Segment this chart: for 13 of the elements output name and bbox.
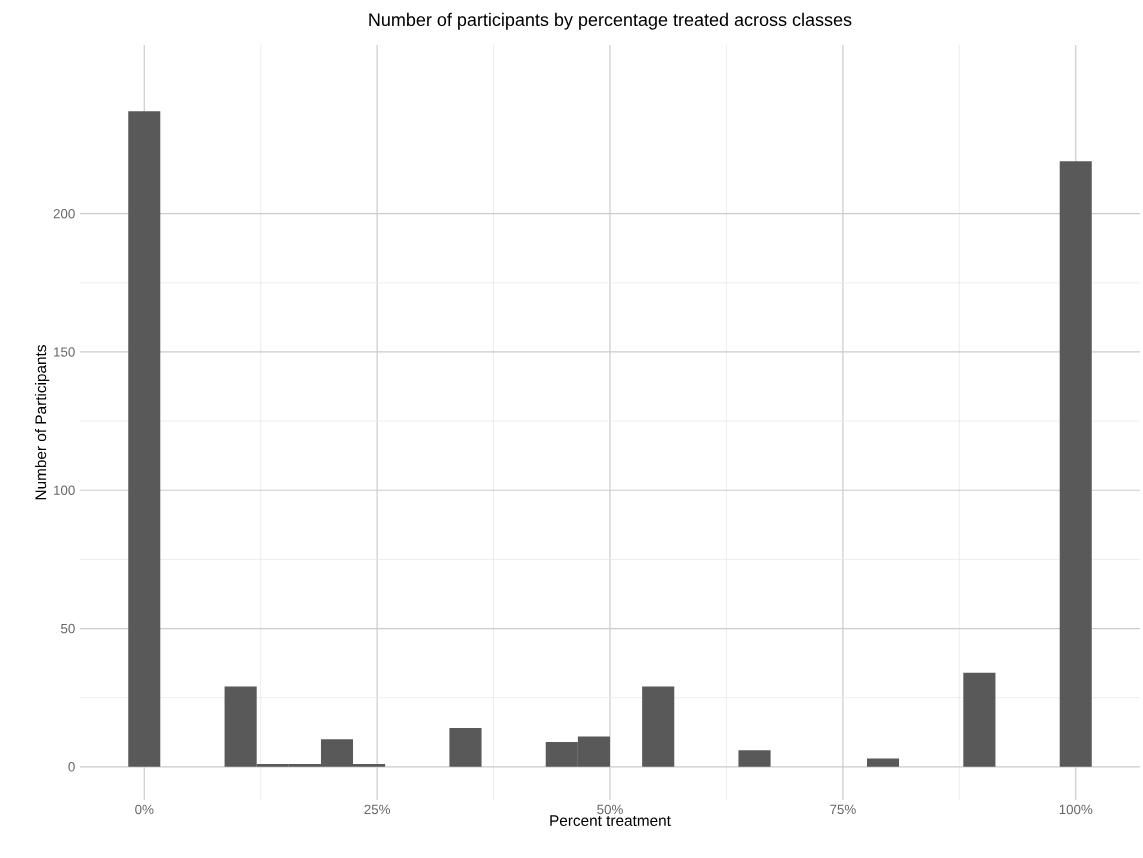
y-tick-label: 150 [54, 347, 75, 357]
x-tick-label: 100% [1059, 804, 1093, 815]
y-axis-title: Number of Participants [34, 345, 50, 500]
y-tick-label: 50 [61, 623, 75, 634]
y-tick-label: 100 [54, 485, 75, 495]
x-tick-label: 75% [830, 804, 856, 815]
x-tick-label: 0% [135, 804, 154, 815]
x-tick-label: 25% [364, 804, 391, 815]
y-tick-label: 200 [53, 208, 75, 219]
y-tick-label: 0 [68, 762, 75, 772]
chart-title: Number of participants by percentage treated across classes [369, 12, 852, 30]
x-tick-label: 50% [597, 804, 623, 815]
x-axis-title: Percent treatment [550, 815, 671, 826]
